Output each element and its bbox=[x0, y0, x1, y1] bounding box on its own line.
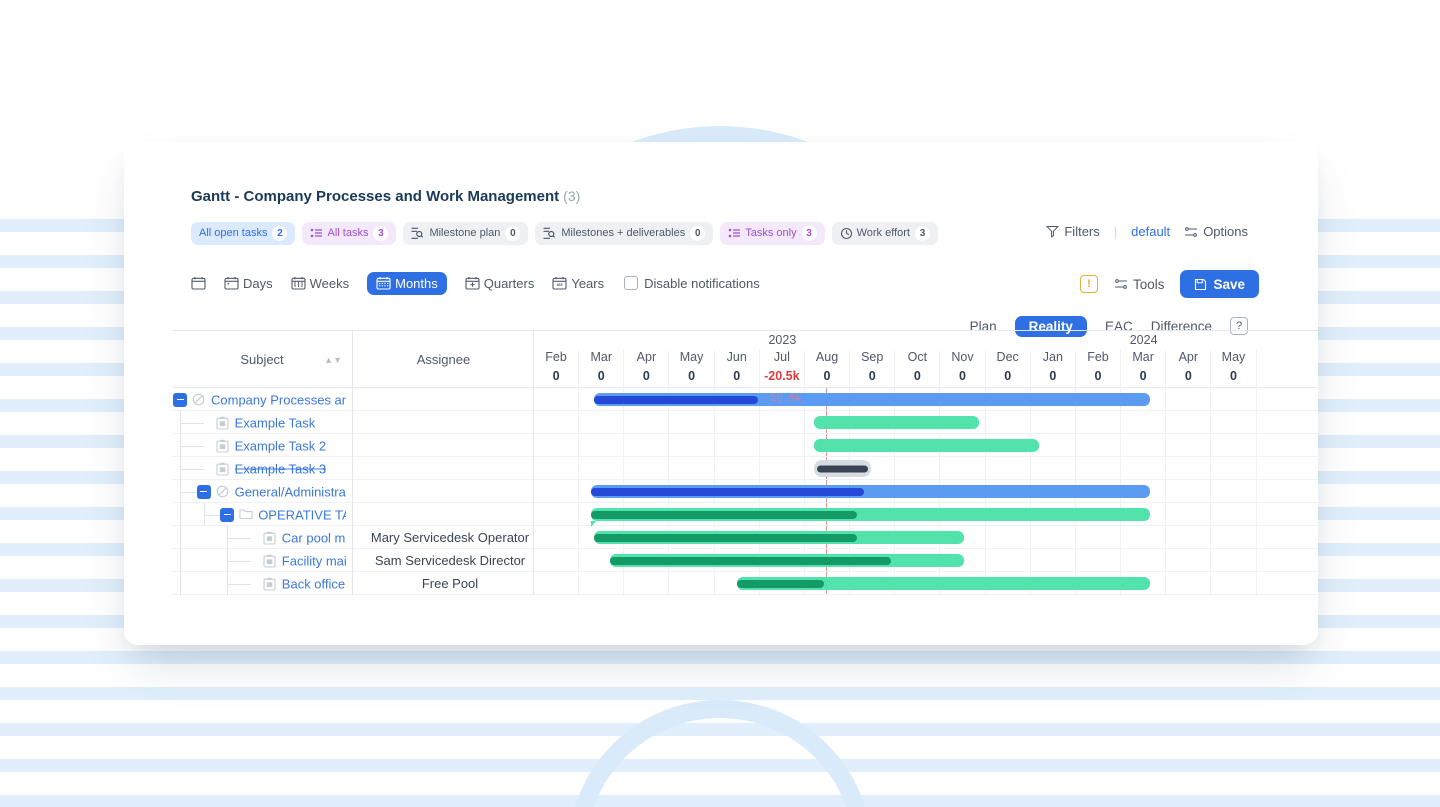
svg-text:365: 365 bbox=[557, 283, 563, 287]
